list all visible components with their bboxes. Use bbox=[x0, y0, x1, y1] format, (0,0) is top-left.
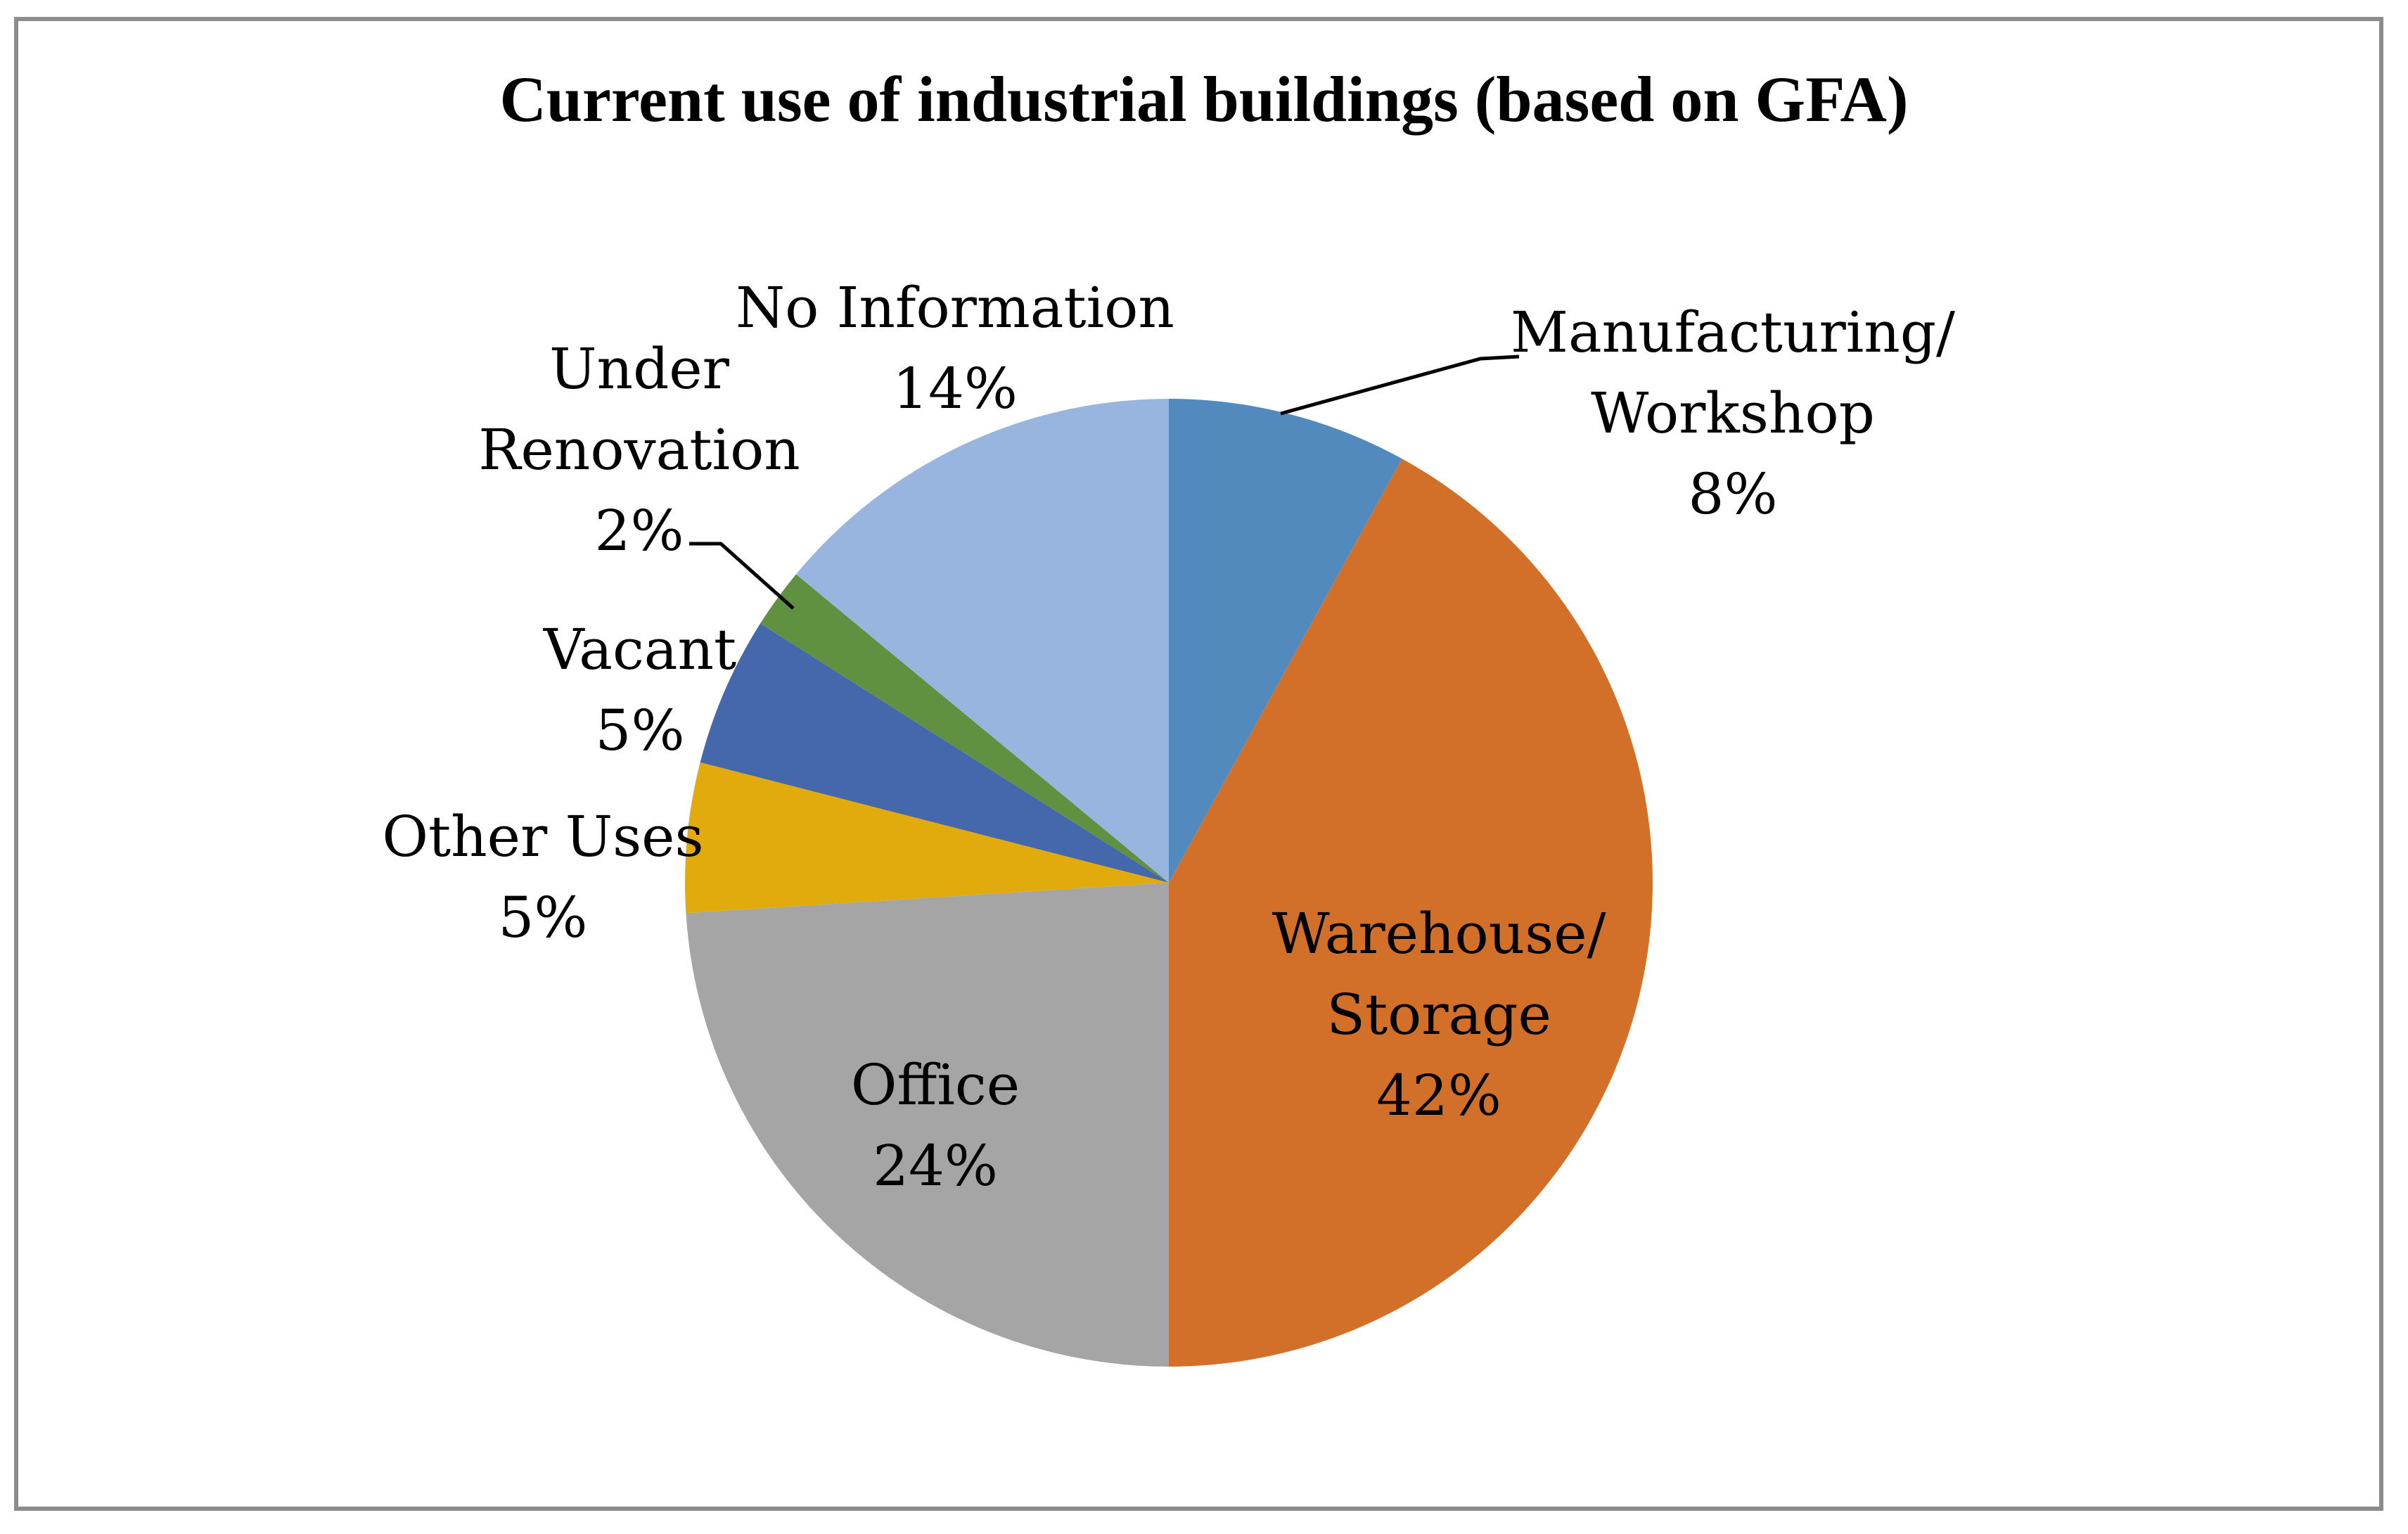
label-line: Storage bbox=[1326, 982, 1551, 1047]
label-vacant: Vacant 5% bbox=[544, 609, 736, 771]
pie-slice-manufacturing-workshop bbox=[1169, 399, 1402, 883]
label-percent: 24% bbox=[873, 1133, 998, 1199]
label-percent: 2% bbox=[594, 498, 684, 563]
label-manufacturing-workshop: Manufacturing/ Workshop 8% bbox=[1511, 292, 1955, 535]
leader-line-manufacturing-workshop bbox=[1280, 354, 1520, 416]
chart-title: Current use of industrial buildings (bas… bbox=[499, 63, 1909, 135]
label-line: Workshop bbox=[1591, 381, 1875, 446]
label-line: Under bbox=[549, 336, 729, 402]
label-line: Office bbox=[850, 1052, 1020, 1118]
label-line: Other Uses bbox=[382, 804, 704, 869]
label-percent: 8% bbox=[1688, 461, 1778, 527]
pie-slices-group bbox=[685, 399, 1653, 1367]
label-office: Office 24% bbox=[851, 1044, 1020, 1206]
leader-line-under-renovation bbox=[689, 542, 795, 610]
label-line: Warehouse/ bbox=[1272, 901, 1606, 966]
pie-slice-vacant bbox=[700, 623, 1169, 883]
label-under-renovation: Under Renovation 2% bbox=[478, 328, 800, 571]
label-warehouse-storage: Warehouse/ Storage 42% bbox=[1272, 893, 1606, 1136]
label-percent: 42% bbox=[1376, 1063, 1501, 1128]
pie-slice-under-renovation bbox=[760, 574, 1169, 883]
label-percent: 5% bbox=[498, 885, 588, 950]
label-line: Renovation bbox=[478, 417, 800, 482]
pie-slice-no-information bbox=[795, 399, 1169, 883]
label-line: Manufacturing/ bbox=[1511, 300, 1955, 365]
label-line: Vacant bbox=[543, 617, 737, 682]
label-percent: 14% bbox=[892, 356, 1018, 421]
pie-slice-warehouse-storage bbox=[1169, 459, 1653, 1367]
pie-slice-office bbox=[686, 883, 1169, 1367]
label-line: No Information bbox=[736, 275, 1174, 340]
leader-lines-group bbox=[689, 354, 1520, 610]
label-other-uses: Other Uses 5% bbox=[382, 796, 703, 958]
label-no-information: No Information 14% bbox=[736, 267, 1174, 429]
pie-slice-other-uses bbox=[685, 762, 1169, 914]
label-percent: 5% bbox=[595, 698, 685, 763]
